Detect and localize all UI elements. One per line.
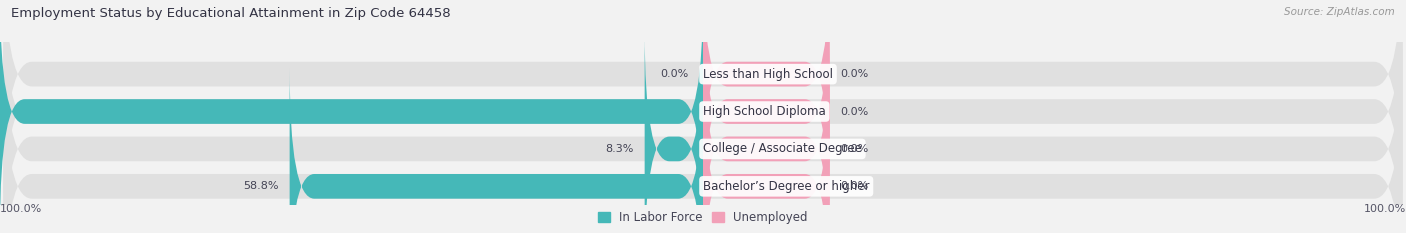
Text: 0.0%: 0.0% (661, 69, 689, 79)
Text: 0.0%: 0.0% (841, 144, 869, 154)
Text: 58.8%: 58.8% (243, 181, 278, 191)
FancyBboxPatch shape (703, 30, 830, 233)
FancyBboxPatch shape (3, 12, 1403, 233)
Text: 100.0%: 100.0% (0, 204, 42, 214)
Text: 0.0%: 0.0% (841, 69, 869, 79)
Text: Bachelor’s Degree or higher: Bachelor’s Degree or higher (703, 180, 869, 193)
FancyBboxPatch shape (3, 0, 1403, 211)
Text: Source: ZipAtlas.com: Source: ZipAtlas.com (1284, 7, 1395, 17)
FancyBboxPatch shape (703, 68, 830, 233)
Text: College / Associate Degree: College / Associate Degree (703, 142, 862, 155)
FancyBboxPatch shape (290, 68, 703, 233)
Text: High School Diploma: High School Diploma (703, 105, 825, 118)
FancyBboxPatch shape (3, 0, 1403, 233)
Text: 0.0%: 0.0% (841, 106, 869, 116)
Text: Employment Status by Educational Attainment in Zip Code 64458: Employment Status by Educational Attainm… (11, 7, 451, 20)
Legend: In Labor Force, Unemployed: In Labor Force, Unemployed (593, 206, 813, 229)
Text: 0.0%: 0.0% (841, 181, 869, 191)
FancyBboxPatch shape (3, 49, 1403, 233)
FancyBboxPatch shape (0, 0, 703, 230)
FancyBboxPatch shape (703, 0, 830, 193)
Text: 100.0%: 100.0% (1364, 204, 1406, 214)
FancyBboxPatch shape (644, 30, 703, 233)
Text: Less than High School: Less than High School (703, 68, 832, 81)
Text: 8.3%: 8.3% (606, 144, 634, 154)
FancyBboxPatch shape (703, 0, 830, 230)
